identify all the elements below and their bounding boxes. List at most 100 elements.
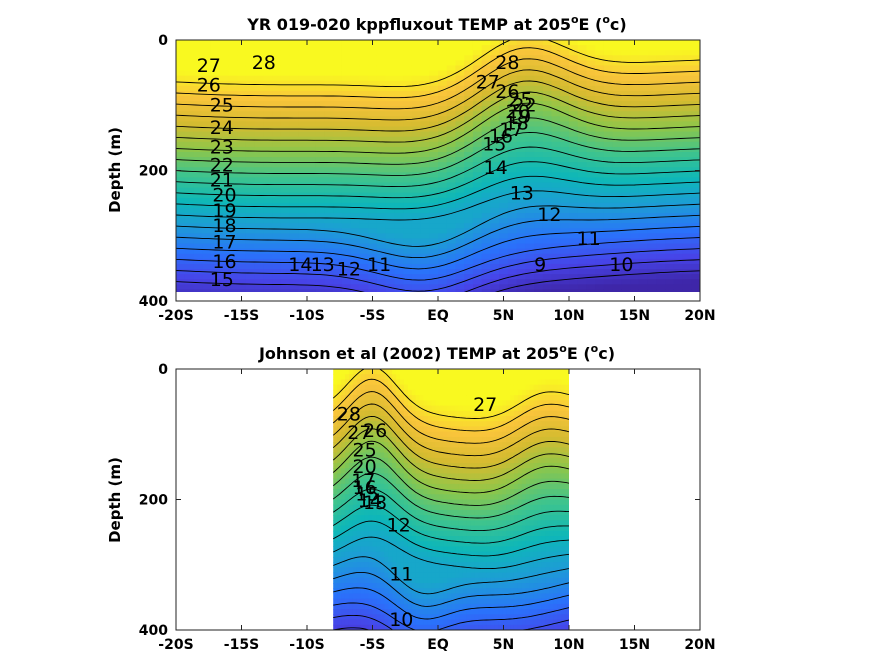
heat-cell [263,223,273,229]
heat-cell [665,187,675,194]
heat-cell [499,162,509,168]
heat-cell [446,157,457,163]
heat-cell [420,95,430,102]
heat-cell [447,583,452,589]
heat-cell [219,157,229,163]
heat-cell [364,603,370,610]
heat-cell [400,520,405,527]
heat-cell [551,238,561,245]
heat-cell [429,263,439,270]
heat-cell [656,289,666,292]
heat-cell [193,157,203,163]
heat-cell [368,473,374,480]
heat-cell [376,279,387,285]
heat-cell [443,572,448,579]
heat-cell [184,197,195,204]
heat-cell [280,106,291,112]
heat-cell [621,146,631,153]
heat-cell [333,213,343,219]
heat-cell [481,223,491,229]
heat-cell [525,141,535,148]
heat-cell [376,499,381,506]
heat-cell [443,556,448,563]
heat-cell [443,567,448,574]
heat-cell [516,233,526,240]
heat-cell [462,421,468,428]
heat-cell [516,187,526,194]
heat-cell [438,167,448,173]
heat-cell [352,567,358,574]
heat-cell [411,395,417,401]
heat-cell [396,499,401,506]
heat-cell [490,141,500,148]
heat-cell [455,75,465,82]
heat-cell [359,80,369,87]
heat-cell [586,213,596,219]
heat-cell [647,40,657,46]
heat-cell [280,162,291,168]
heat-cell [595,121,605,128]
heat-cell [423,603,429,610]
heat-cell [647,55,657,61]
heat-cell [427,504,433,511]
heat-cell [411,452,417,459]
heat-cell [298,106,308,112]
heat-cell [665,136,675,143]
heat-cell [350,172,360,179]
heat-cell [439,410,444,417]
heat-cell [638,238,649,245]
heat-cell [341,619,346,626]
heat-cell [431,504,436,511]
heat-cell [184,192,195,199]
heat-cell [525,223,535,229]
heat-cell [542,146,553,153]
heat-cell [368,45,378,51]
heat-cell [638,284,649,290]
heat-cell [560,218,570,224]
heat-cell [490,70,500,77]
heat-cell [472,172,483,179]
heat-cell [341,223,352,229]
heat-cell [324,121,334,128]
heat-cell [560,213,570,219]
heat-cell [228,146,238,153]
heat-cell [464,50,474,56]
heat-cell [478,447,484,454]
heat-cell [656,40,666,46]
heat-cell [481,207,491,214]
heat-cell [400,483,405,490]
heat-cell [289,197,299,204]
heat-cell [466,473,472,480]
heat-cell [435,577,440,584]
heat-cell [376,468,381,474]
heat-cell [411,70,422,77]
heat-cell [534,80,544,87]
heat-cell [360,525,366,532]
heat-cell [431,525,436,532]
heat-cell [394,218,404,224]
heat-cell [333,530,338,537]
heat-cell [307,45,317,51]
heat-cell [376,269,387,275]
heat-cell [603,243,614,250]
heat-cell [356,452,362,459]
heat-cell [403,182,413,189]
heat-cell [569,167,579,173]
heat-cell [411,598,417,605]
heat-cell [466,369,472,375]
heat-cell [376,624,381,630]
heat-cell [315,116,326,123]
heat-cell [481,279,491,285]
heat-cell [525,95,535,102]
heat-cell [219,207,229,214]
heat-cell [407,400,413,407]
heat-cell [272,202,282,209]
heat-cell [423,395,429,401]
heat-cell [380,494,385,501]
heat-cell [272,289,282,292]
heat-cell [507,151,518,158]
heat-cell [193,80,203,87]
heat-cell [569,197,579,204]
heat-cell [691,192,700,199]
heat-cell [228,90,238,97]
